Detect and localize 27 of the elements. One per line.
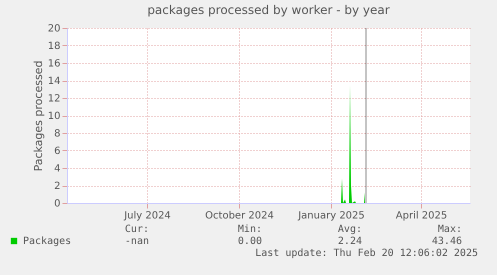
y-tick-label: 16: [48, 58, 60, 70]
y-tick-label: 6: [54, 146, 60, 157]
y-tick-label: 14: [48, 76, 60, 87]
y-tick-label: 10: [48, 111, 60, 122]
text: 0.00: [238, 236, 262, 247]
x-tick-label: October 2024: [205, 210, 274, 222]
text: 2.24: [338, 236, 362, 247]
text: -nan: [124, 236, 149, 247]
y-tick-label: 18: [48, 41, 60, 52]
text: Cur:: [124, 224, 149, 235]
text: Max:: [438, 224, 462, 235]
x-tick-label: April 2025: [396, 210, 448, 222]
y-tick-label: 0: [54, 198, 60, 210]
text: Avg:: [338, 224, 362, 235]
y-tick-label: 8: [54, 128, 60, 140]
legend-label: Packages: [23, 236, 72, 247]
chart-title: packages processed by worker - by year: [147, 3, 390, 17]
y-tick-label: 12: [48, 94, 60, 104]
y-tick-label: 20: [48, 24, 60, 34]
y-axis-title: Packages processed: [32, 60, 45, 172]
text: Min:: [238, 224, 262, 235]
x-tick-label: January 2025: [297, 210, 365, 222]
y-tick-label: 2: [54, 181, 60, 192]
text: Last update: Thu Feb 20 12:06:02 2025: [255, 248, 478, 259]
y-tick-label: 4: [54, 164, 60, 174]
text: 43.46: [432, 236, 462, 247]
x-tick-label: July 2024: [123, 210, 171, 222]
